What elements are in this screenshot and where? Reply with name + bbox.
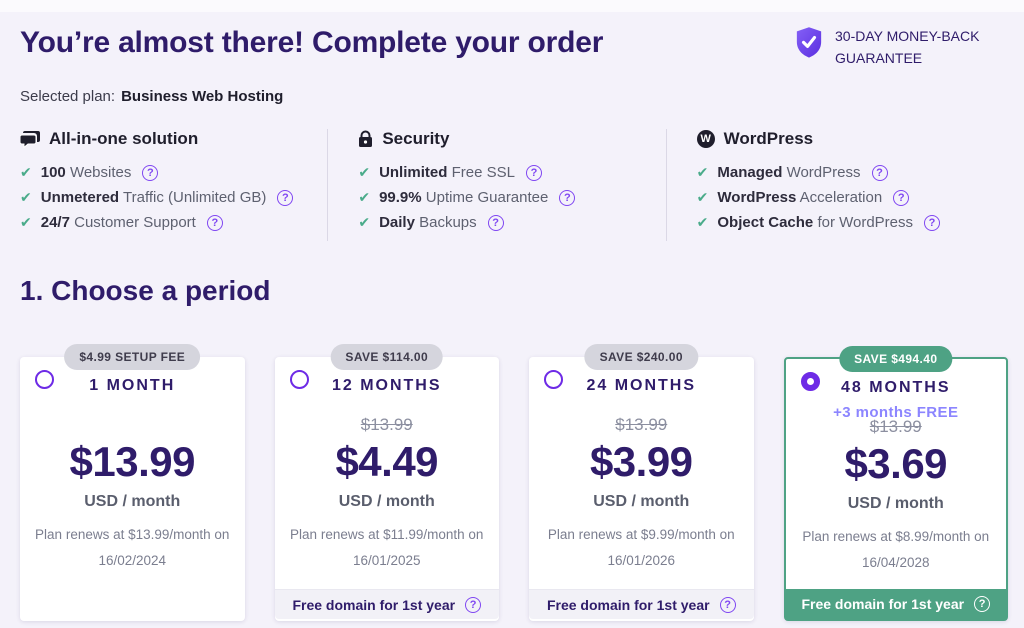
renewal-date: 16/04/2028 [861, 555, 930, 571]
selected-plan: Selected plan: Business Web Hosting [0, 88, 1024, 105]
check-icon: ✔ [696, 214, 709, 231]
renewal-date: 16/01/2025 [352, 553, 421, 569]
setup-fee-badge: $4.99 SETUP FEE [64, 344, 201, 371]
period-card-48-months[interactable]: SAVE $494.40 48 MONTHS +3 months FREE $1… [783, 346, 1008, 622]
check-icon: ✔ [696, 189, 709, 206]
period-radio-selected[interactable] [800, 372, 820, 392]
price: $13.99 [69, 438, 196, 486]
check-icon: ✔ [358, 189, 371, 206]
period-label: 24 MONTHS [586, 377, 697, 395]
choose-period-heading: 1. Choose a period [20, 275, 271, 307]
check-icon: ✔ [358, 164, 371, 181]
check-icon: ✔ [696, 164, 709, 181]
free-domain-footer: Free domain for 1st year ? [785, 589, 1006, 620]
help-icon[interactable]: ? [719, 596, 736, 613]
chat-icon [20, 130, 40, 148]
feature-item: ✔ WordPress Acceleration ? [697, 189, 1004, 206]
help-icon[interactable]: ? [465, 596, 482, 613]
money-back-guarantee: 30-DAY MONEY-BACK GUARANTEE [794, 26, 1002, 69]
page-title: You’re almost there! Complete your order [20, 26, 604, 59]
help-icon[interactable]: ? [924, 214, 941, 231]
feature-column-security: Security ✔ Unlimited Free SSL ? ✔ 99.9% … [328, 129, 667, 242]
check-icon: ✔ [20, 214, 32, 231]
feature-column-title: WordPress [723, 129, 814, 149]
feature-column-title: All-in-one solution [49, 129, 199, 149]
old-price: $13.99 [615, 415, 668, 435]
period-label: 1 MONTH [89, 377, 176, 395]
period-radio[interactable] [35, 370, 54, 390]
check-icon: ✔ [20, 164, 32, 181]
feature-item: ✔ 99.9% Uptime Guarantee ? [358, 189, 665, 206]
renewal-date: 16/01/2026 [607, 553, 676, 569]
feature-column-title: Security [382, 129, 450, 149]
selected-plan-value: Business Web Hosting [121, 88, 284, 106]
lock-icon [359, 130, 373, 148]
period-card-24-months[interactable]: SAVE $240.00 24 MONTHS $13.99 $3.99 USD … [529, 344, 754, 622]
free-domain-footer: Free domain for 1st year ? [274, 589, 499, 620]
price: $3.69 [844, 440, 948, 488]
price-unit: USD / month [84, 493, 181, 511]
feature-column-all-in-one: All-in-one solution ✔ 100 Websites ? ✔ U… [20, 129, 329, 242]
feature-item: ✔ 24/7 Customer Support ? [20, 214, 327, 231]
price: $4.49 [335, 438, 439, 486]
feature-item: ✔ Managed WordPress ? [697, 164, 1004, 181]
price: $3.99 [589, 438, 693, 486]
price-unit: USD / month [593, 493, 690, 511]
help-icon[interactable]: ? [893, 189, 910, 206]
help-icon[interactable]: ? [487, 214, 504, 231]
help-icon[interactable]: ? [871, 164, 888, 181]
period-card-12-months[interactable]: SAVE $114.00 12 MONTHS $13.99 $4.49 USD … [274, 344, 499, 622]
help-icon[interactable]: ? [559, 189, 576, 206]
check-icon: ✔ [358, 214, 371, 231]
header: You’re almost there! Complete your order… [0, 0, 1024, 69]
renewal-date: 16/02/2024 [98, 553, 167, 569]
period-label: 48 MONTHS [840, 379, 951, 397]
period-radio[interactable] [289, 370, 309, 390]
feature-item: ✔ Unlimited Free SSL ? [358, 164, 665, 181]
feature-item: ✔ Unmetered Traffic (Unlimited GB) ? [20, 189, 327, 206]
price-unit: USD / month [338, 493, 435, 511]
feature-item: ✔ Object Cache for WordPress ? [697, 214, 1004, 231]
wordpress-icon: W [696, 130, 715, 149]
period-card-1-month[interactable]: $4.99 SETUP FEE 1 MONTH $13.99 USD / mon… [20, 344, 245, 622]
period-label: 12 MONTHS [331, 377, 442, 395]
help-icon[interactable]: ? [277, 189, 294, 206]
old-price: $13.99 [869, 417, 922, 437]
guarantee-text: 30-DAY MONEY-BACK GUARANTEE [835, 28, 980, 66]
period-cards: $4.99 SETUP FEE 1 MONTH $13.99 USD / mon… [20, 344, 1008, 622]
selected-plan-label: Selected plan: [20, 88, 116, 106]
old-price: $13.99 [360, 415, 413, 435]
help-icon[interactable]: ? [142, 164, 159, 181]
bonus-months-label: +3 months FREE [833, 404, 959, 422]
free-domain-footer: Free domain for 1st year ? [529, 589, 754, 620]
check-icon: ✔ [20, 189, 32, 206]
help-icon[interactable]: ? [206, 214, 223, 231]
price-unit: USD / month [847, 495, 944, 513]
renewal-note: Plan renews at $11.99/month on 16/01/202… [290, 527, 484, 569]
help-icon[interactable]: ? [525, 164, 542, 181]
renewal-note: Plan renews at $9.99/month on 16/01/2026 [547, 527, 735, 569]
features-section: All-in-one solution ✔ 100 Websites ? ✔ U… [20, 129, 1004, 242]
save-badge: SAVE $494.40 [839, 346, 953, 373]
feature-item: ✔ Daily Backups ? [358, 214, 665, 231]
save-badge: SAVE $240.00 [584, 344, 698, 371]
feature-item: ✔ 100 Websites ? [20, 164, 327, 181]
save-badge: SAVE $114.00 [330, 344, 444, 371]
period-radio[interactable] [544, 370, 563, 390]
feature-column-wordpress: W WordPress ✔ Managed WordPress ? ✔ Word… [667, 129, 1004, 241]
shield-check-icon [796, 27, 822, 58]
help-icon[interactable]: ? [974, 596, 991, 613]
renewal-note: Plan renews at $8.99/month on 16/04/2028 [802, 529, 990, 571]
renewal-note: Plan renews at $13.99/month on 16/02/202… [35, 527, 230, 569]
